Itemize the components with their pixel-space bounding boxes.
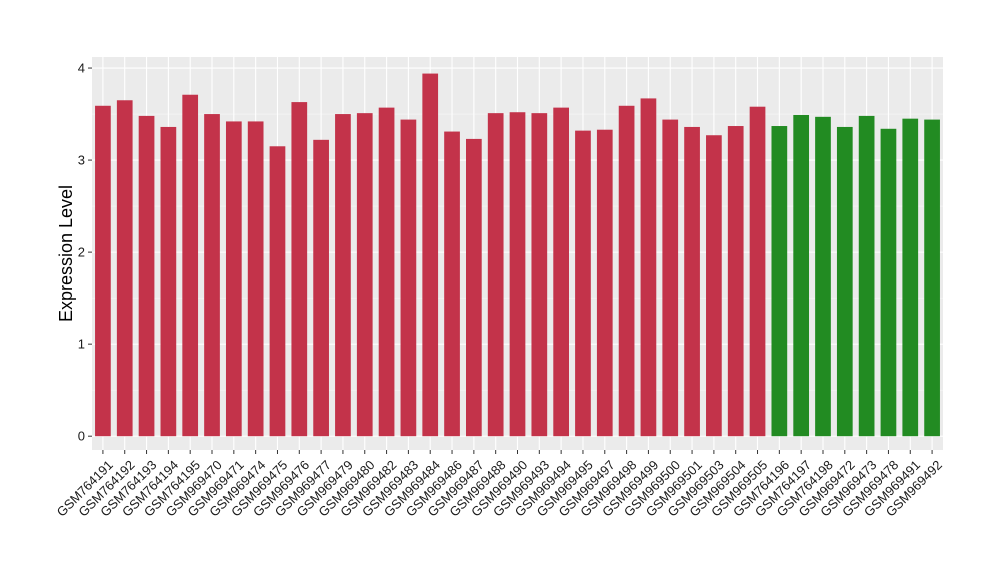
bar-GSM969497 (596, 129, 613, 437)
bar-GSM969476 (291, 102, 308, 437)
bar-GSM969477 (313, 139, 329, 437)
bar-GSM969490 (509, 112, 526, 437)
bar-GSM764194 (160, 126, 177, 437)
bar-GSM969500 (662, 119, 679, 437)
y-tick-label: 0 (78, 429, 85, 444)
bar-GSM969501 (684, 126, 700, 437)
bars (95, 73, 940, 437)
bar-GSM969505 (749, 106, 766, 437)
y-tick-label: 2 (78, 245, 85, 260)
bar-GSM969472 (836, 126, 853, 437)
bar-GSM969488 (487, 113, 504, 437)
bar-GSM764191 (95, 105, 111, 437)
bar-GSM969480 (356, 113, 373, 437)
y-axis-title: Expression Level (56, 185, 76, 322)
bar-GSM969495 (575, 130, 591, 437)
y-axis: 0 1 2 3 4 (78, 61, 92, 444)
bar-GSM969498 (618, 105, 635, 437)
bar-GSM764195 (182, 94, 199, 437)
bar-GSM969478 (880, 128, 897, 437)
bar-GSM969493 (531, 113, 548, 437)
bar-GSM969487 (466, 138, 482, 437)
y-tick-label: 4 (78, 61, 85, 76)
bar-GSM969491 (902, 118, 919, 437)
bar-GSM969483 (400, 119, 417, 437)
bar-GSM764197 (793, 114, 810, 437)
bar-GSM969471 (225, 121, 242, 437)
bar-GSM969475 (269, 146, 286, 437)
bar-GSM969486 (444, 131, 460, 437)
bar-GSM969484 (422, 73, 439, 437)
y-tick-label: 1 (78, 337, 85, 352)
bar-GSM764196 (771, 126, 788, 437)
bar-GSM969504 (727, 126, 744, 437)
bar-GSM969492 (924, 119, 940, 437)
bar-GSM969473 (858, 115, 875, 437)
bar-GSM969494 (553, 107, 569, 437)
x-axis: GSM764191GSM764192GSM764193GSM764194GSM7… (54, 450, 945, 520)
bar-GSM969503 (706, 135, 722, 437)
bar-GSM764193 (138, 115, 155, 437)
bar-GSM969479 (335, 114, 351, 437)
bar-GSM969482 (378, 107, 395, 437)
bar-GSM764198 (815, 116, 831, 437)
y-tick-label: 3 (78, 153, 85, 168)
bar-GSM764192 (116, 100, 133, 437)
bar-GSM969499 (640, 98, 657, 437)
bar-GSM969470 (204, 114, 220, 437)
bar-GSM969474 (247, 121, 264, 437)
